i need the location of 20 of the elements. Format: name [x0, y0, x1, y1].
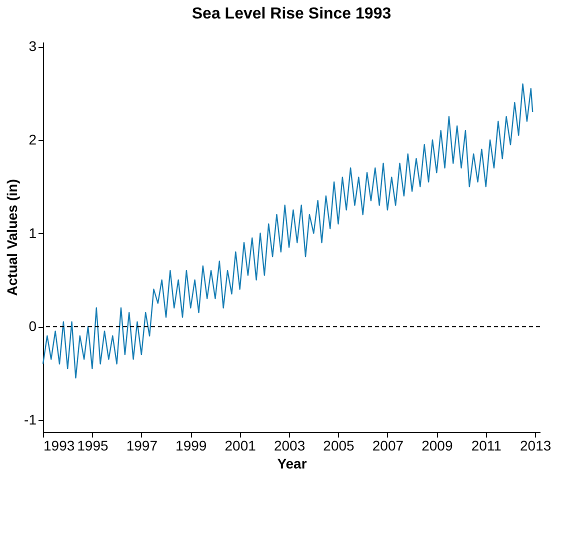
y-axis-title: Actual Values (in) — [4, 179, 20, 296]
y-tick-label: 0 — [28, 318, 37, 334]
x-axis-title: Year — [277, 456, 308, 472]
x-tick-label: 2007 — [372, 438, 404, 454]
x-tick-label: 2013 — [520, 438, 552, 454]
x-tick-label: 2005 — [323, 438, 355, 454]
y-tick-label: -1 — [24, 411, 37, 428]
x-tick-label: 1993 — [44, 438, 75, 454]
x-tick-label: 2001 — [224, 438, 256, 454]
x-tick-label: 1999 — [176, 438, 207, 454]
y-tick-label: 2 — [28, 131, 37, 148]
x-tick-label: 1997 — [126, 438, 158, 454]
y-tick-label: 1 — [28, 224, 37, 241]
y-tick-label: 3 — [28, 38, 37, 54]
x-tick-label: 1995 — [77, 438, 108, 454]
x-tick-label: 2003 — [274, 438, 306, 454]
chart-title: Sea Level Rise Since 1993 — [192, 6, 392, 23]
line-series — [42, 83, 534, 378]
x-tick-label: 2011 — [471, 438, 502, 454]
x-tick-label: 2009 — [422, 438, 453, 454]
